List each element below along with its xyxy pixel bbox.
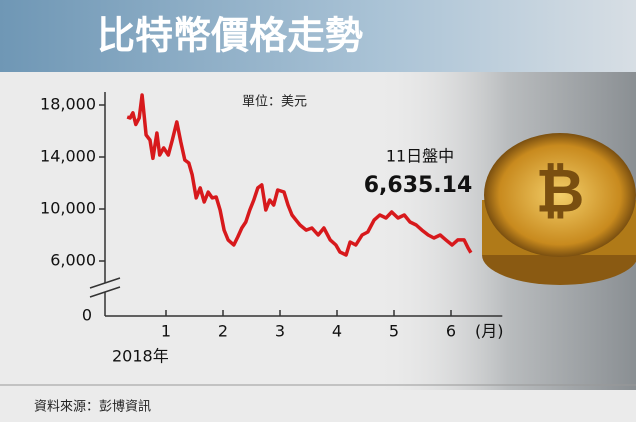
coin — [484, 133, 636, 257]
y-tick-label: 18,000 — [40, 95, 96, 114]
x-tick-label: 1 — [161, 322, 171, 341]
y-tick-label: 14,000 — [40, 147, 96, 166]
coin-symbol: ₿ — [536, 157, 585, 227]
x-unit: (月) — [475, 322, 504, 341]
x-tick-label: 6 — [446, 322, 456, 341]
axis-break — [89, 277, 121, 298]
annotation: 11日盤中 — [386, 147, 454, 166]
x-tick-label: 4 — [332, 322, 342, 341]
x-tick-label: 2 — [218, 322, 228, 341]
annotation-value: 6,635.14 — [364, 173, 473, 198]
y-tick-label: 6,000 — [50, 251, 96, 270]
source: 資料來源：彭博資訊 — [34, 400, 151, 415]
x-axis-label: 2018年 — [112, 347, 169, 366]
chart-title: 比特幣價格走勢 — [97, 14, 363, 58]
y-tick-label: 10,000 — [40, 199, 96, 218]
price-line — [126, 93, 473, 257]
unit-label: 單位：美元 — [242, 95, 307, 110]
y-tick-label: 0 — [82, 306, 92, 325]
x-tick-label: 5 — [389, 322, 399, 341]
header-band — [0, 0, 636, 72]
x-tick-label: 3 — [275, 322, 285, 341]
